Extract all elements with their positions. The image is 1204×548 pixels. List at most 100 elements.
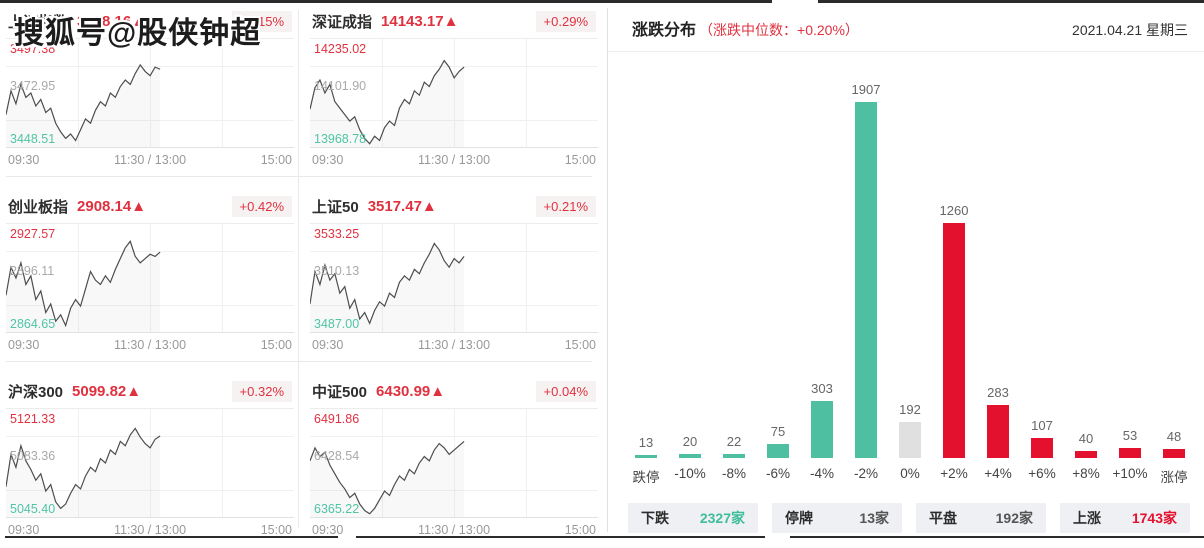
unchanged-count: 192家 <box>995 510 1033 526</box>
prev-close-label: 14101.90 <box>314 78 367 93</box>
index-name: 沪深300 <box>8 383 64 401</box>
summary-advances: 上涨 1743家 <box>1060 503 1190 533</box>
v-gridline <box>526 39 527 147</box>
v-gridline <box>382 409 383 517</box>
index-panel-sse50[interactable]: 上证50 3517.47▲ +0.21% 3533.25 3510.13 348… <box>310 191 598 363</box>
v-gridline <box>222 409 223 517</box>
distribution-bar-chart: 13 20 22 75 303 1907 192 1260 283 107 40 53 48 <box>624 58 1196 458</box>
time-axis: 09:30 11:30 / 13:00 15:00 <box>312 153 596 167</box>
bar-column-+6%: 107 <box>1020 418 1064 458</box>
category-label: +10% <box>1112 466 1148 481</box>
time-axis: 09:30 11:30 / 13:00 15:00 <box>8 338 292 352</box>
intraday-chart: 3533.25 3510.13 3487.00 <box>310 223 598 333</box>
v-gridline <box>222 39 223 147</box>
time-axis: 09:30 11:30 / 13:00 15:00 <box>8 153 292 167</box>
bar-column--6%: 75 <box>756 424 800 458</box>
summary-unchanged: 平盘 192家 <box>916 503 1046 533</box>
price-line <box>310 409 598 517</box>
time-axis: 09:30 11:30 / 13:00 15:00 <box>8 523 292 537</box>
index-change-badge: +0.29% <box>535 10 596 32</box>
distribution-date: 2021.04.21 星期三 <box>1072 22 1188 38</box>
index-value: 6430.99▲ <box>376 382 446 400</box>
index-change-badge: +0.32% <box>231 380 292 402</box>
price-line <box>6 409 294 517</box>
index-name: 中证500 <box>312 383 368 401</box>
market-summary-row: 下跌 2327家 停牌 13家 平盘 192家 上涨 1743家 <box>628 503 1190 533</box>
high-label: 5121.33 <box>10 412 56 426</box>
prev-close-label: 6428.54 <box>314 448 360 463</box>
summary-declines: 下跌 2327家 <box>628 503 758 533</box>
suspended-count: 13家 <box>859 510 889 526</box>
price-line <box>310 224 598 332</box>
low-label: 3448.51 <box>10 132 56 146</box>
high-label: 6491.86 <box>314 412 360 426</box>
category-label: -2% <box>853 466 878 481</box>
intraday-chart: 14235.02 14101.90 13968.78 <box>310 38 598 148</box>
v-gridline <box>150 39 151 147</box>
bottom-border-2 <box>356 536 765 538</box>
index-name: 创业板指 <box>8 198 69 216</box>
index-panel-szse-component[interactable]: 深证成指 14143.17▲ +0.29% 14235.02 14101.90 … <box>310 6 598 178</box>
high-label: 14235.02 <box>314 42 367 56</box>
bar <box>987 405 1009 458</box>
category-label: 涨停 <box>1160 470 1188 485</box>
index-panel-csi500[interactable]: 中证500 6430.99▲ +0.04% 6491.86 6428.54 63… <box>310 376 598 548</box>
low-label: 6365.22 <box>314 502 360 516</box>
index-panel-csi300[interactable]: 沪深300 5099.82▲ +0.32% 5121.33 5083.36 50… <box>6 376 294 548</box>
high-label: 3533.25 <box>314 227 360 241</box>
bar-column-+10%: 53 <box>1108 428 1152 458</box>
v-gridline <box>382 39 383 147</box>
advances-count: 1743家 <box>1131 510 1177 526</box>
bar <box>767 444 789 458</box>
index-value: 14143.17▲ <box>381 12 459 30</box>
bottom-border-1 <box>5 536 338 538</box>
v-gridline <box>78 224 79 332</box>
bar <box>1119 448 1141 458</box>
v-gridline <box>454 39 455 147</box>
category-label: -10% <box>674 466 706 481</box>
bottom-border-3 <box>790 536 1204 538</box>
index-change-badge: +0.04% <box>535 380 596 402</box>
bar-column--2%: 1907 <box>844 82 888 458</box>
index-panel-chinext[interactable]: 创业板指 2908.14▲ +0.42% 2927.57 2896.11 286… <box>6 191 294 363</box>
v-gridline <box>526 224 527 332</box>
bar-value-label: 75 <box>770 424 786 439</box>
index-value: 3478.16▲ <box>77 12 147 30</box>
v-gridline <box>454 224 455 332</box>
intraday-chart: 3497.38 3472.95 3448.51 <box>6 38 294 148</box>
bar <box>943 223 965 458</box>
bar <box>679 454 701 458</box>
distribution-header: 涨跌分布 （涨跌中位数：+0.20%） 2021.04.21 星期三 <box>608 0 1204 52</box>
bar <box>899 422 921 458</box>
category-label: 跌停 <box>632 470 660 485</box>
v-gridline <box>150 224 151 332</box>
distribution-category-axis: 跌停 -10% -8% -6% -4% -2% 0% +2% +4% +6% +8% +10% 涨停 <box>624 466 1196 486</box>
category-label: +6% <box>1028 466 1056 481</box>
category-label: -4% <box>809 466 834 481</box>
summary-suspended: 停牌 13家 <box>772 503 902 533</box>
bar <box>855 102 877 458</box>
bar-value-label: 40 <box>1078 431 1094 446</box>
watermark-text: 搜狐号@股侠钟超 <box>14 17 262 50</box>
index-value: 2908.14▲ <box>77 197 147 215</box>
bar <box>723 454 745 458</box>
bar <box>1163 449 1185 458</box>
bar-column-0%: 192 <box>888 402 932 458</box>
bar-value-label: 192 <box>899 402 921 417</box>
index-panel-sse-composite[interactable]: 上证指数 3478.16▲ +0.15% 3497.38 3472.95 344… <box>6 6 294 178</box>
top-border-right <box>818 0 1204 3</box>
index-value: 3517.47▲ <box>367 197 437 215</box>
low-label: 5045.40 <box>10 502 56 516</box>
bar-value-label: 53 <box>1122 428 1138 443</box>
bar-column-跌停: 13 <box>624 435 668 458</box>
bar-column-涨停: 48 <box>1152 429 1196 458</box>
row-divider-1 <box>6 176 592 177</box>
distribution-title: 涨跌分布 <box>632 22 697 39</box>
bar-column-+4%: 283 <box>976 385 1020 458</box>
index-change-badge: +0.42% <box>231 195 292 217</box>
intraday-chart: 2927.57 2896.11 2864.65 <box>6 223 294 333</box>
bar <box>1075 451 1097 458</box>
v-gridline <box>454 409 455 517</box>
intraday-chart: 6491.86 6428.54 6365.22 <box>310 408 598 518</box>
price-line <box>6 39 294 147</box>
